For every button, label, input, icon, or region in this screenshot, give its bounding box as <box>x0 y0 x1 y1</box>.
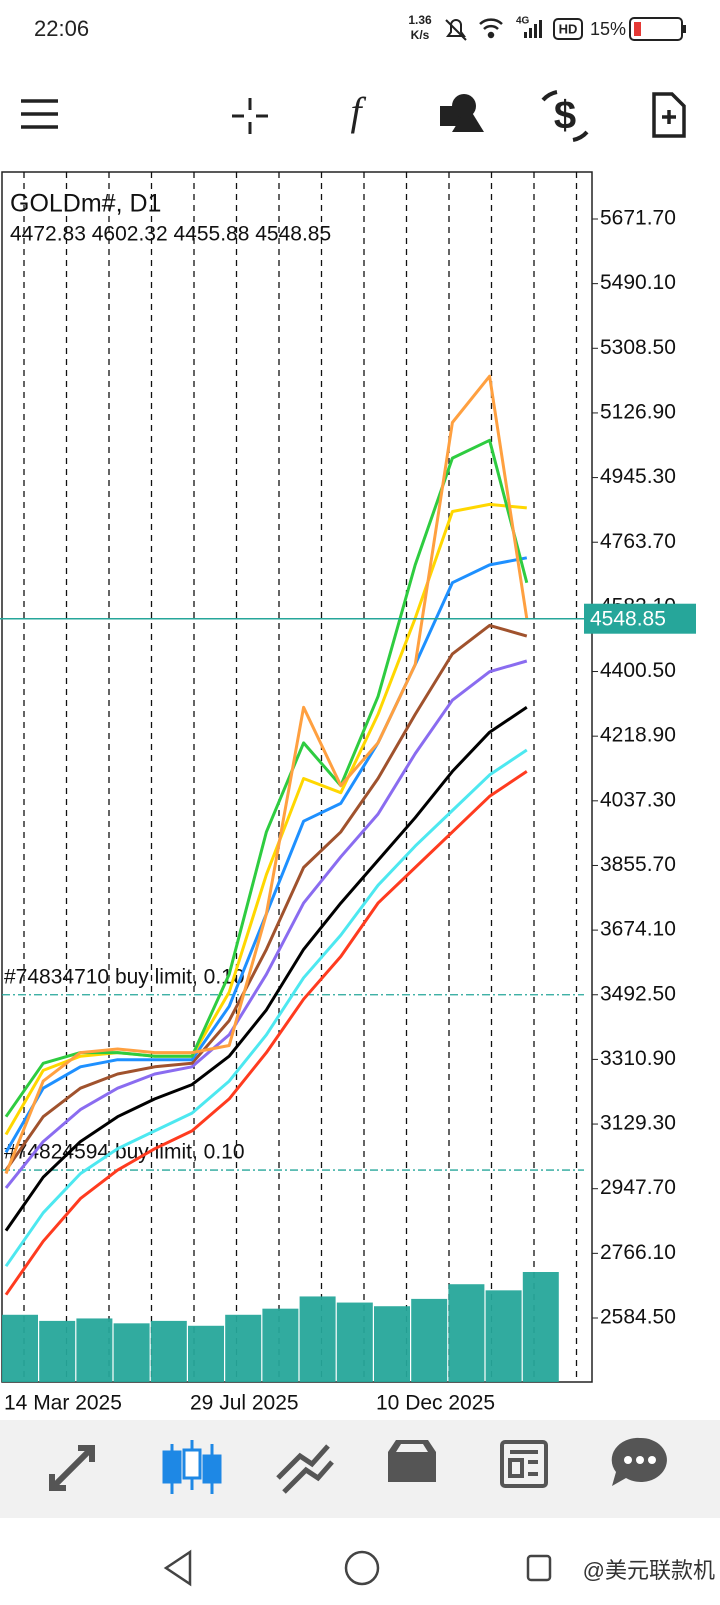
volume-bar <box>76 1318 113 1382</box>
net-unit: K/s <box>411 28 430 42</box>
svg-text:$: $ <box>554 94 576 138</box>
y-tick-label: 4218.90 <box>600 724 676 747</box>
system-recents[interactable] <box>526 1554 552 1582</box>
chart-layer: 5671.70 5490.10 5308.50 5126.90 4945.30 4763.… <box>0 172 696 1415</box>
hd-label: HD <box>559 21 578 36</box>
volume-bar <box>485 1290 522 1382</box>
chart-symbol: GOLDm#, D1 <box>10 190 161 218</box>
y-tick-label: 2584.50 <box>600 1306 676 1329</box>
y-tick-label: 5671.70 <box>600 207 676 230</box>
network-type: 4G <box>516 16 530 27</box>
y-tick-label: 4945.30 <box>600 465 676 488</box>
signal-icon <box>524 20 542 38</box>
mute-icon <box>445 19 467 41</box>
y-tick-label: 2947.70 <box>600 1176 676 1199</box>
volume-bar <box>113 1323 150 1382</box>
battery-tip <box>683 25 686 33</box>
menu-button[interactable] <box>21 99 58 129</box>
volume-bar <box>225 1314 262 1382</box>
net-speed: 1.36 <box>408 13 432 27</box>
battery-icon <box>629 17 683 41</box>
nav-history[interactable] <box>388 1440 436 1482</box>
price-line <box>4 770 528 1296</box>
chart-ohlc: 4472.83 4602.32 4455.88 4548.85 <box>10 223 331 246</box>
y-tick-label: 4400.50 <box>600 659 676 682</box>
y-tick-label: 3855.70 <box>600 853 676 876</box>
system-back[interactable] <box>163 1549 192 1587</box>
price-line <box>4 623 528 1171</box>
nav-quotes[interactable] <box>49 1445 95 1491</box>
y-tick-label: 3129.30 <box>600 1112 676 1135</box>
price-line <box>4 748 528 1268</box>
volume-bar <box>299 1296 336 1382</box>
bottom-nav <box>0 1420 720 1518</box>
crosshair-button[interactable] <box>232 98 268 134</box>
nav-trade[interactable] <box>276 1444 334 1494</box>
battery-percent: 15% <box>590 19 626 39</box>
volume-bar <box>39 1320 76 1382</box>
y-tick-label: 3310.90 <box>600 1047 676 1070</box>
price-line <box>4 706 528 1232</box>
nav-chart[interactable] <box>162 1440 222 1494</box>
nav-news[interactable] <box>500 1440 548 1488</box>
order-label: #74834710 buy limit, 0.10 <box>4 965 245 988</box>
objects-button[interactable] <box>440 94 484 132</box>
hd-badge <box>553 18 583 40</box>
watermark: @美元联款机 <box>583 1558 715 1583</box>
y-tick-label: 5308.50 <box>600 336 676 359</box>
wifi-icon <box>479 18 503 39</box>
volume-bar <box>188 1325 224 1382</box>
price-line <box>4 374 529 1175</box>
battery-level <box>634 22 641 36</box>
volume-bar <box>150 1320 187 1382</box>
price-line <box>4 659 528 1189</box>
y-tick-label: 4037.30 <box>600 788 676 811</box>
current-price-label: 4548.85 <box>590 607 666 630</box>
y-tick-label: 3674.10 <box>600 918 676 941</box>
x-tick-label: 10 Dec 2025 <box>376 1392 495 1415</box>
x-tick-label: 14 Mar 2025 <box>4 1392 122 1415</box>
system-home[interactable] <box>344 1550 380 1586</box>
y-tick-label: 5490.10 <box>600 271 676 294</box>
chart-frame <box>1 171 593 1383</box>
volume-bar <box>448 1284 485 1382</box>
y-tick-label: 5126.90 <box>600 400 676 423</box>
y-tick-label: 2766.10 <box>600 1241 676 1264</box>
y-tick-label: 4763.70 <box>600 530 676 553</box>
volume-bar <box>336 1302 373 1382</box>
y-tick-label: 3492.50 <box>600 982 676 1005</box>
price-line <box>4 502 527 1136</box>
volume-bar <box>262 1308 299 1382</box>
volume-bar <box>411 1298 448 1382</box>
nav-chat[interactable] <box>611 1437 667 1486</box>
current-price-box <box>584 603 696 634</box>
volume-bar <box>522 1272 559 1382</box>
volume-bar <box>374 1306 410 1382</box>
new-order-button[interactable] <box>652 92 686 138</box>
trade-button[interactable]: $ <box>541 90 589 142</box>
status-time: 22:06 <box>34 16 89 41</box>
volume-bar <box>2 1314 38 1382</box>
x-tick-label: 29 Jul 2025 <box>190 1392 299 1415</box>
